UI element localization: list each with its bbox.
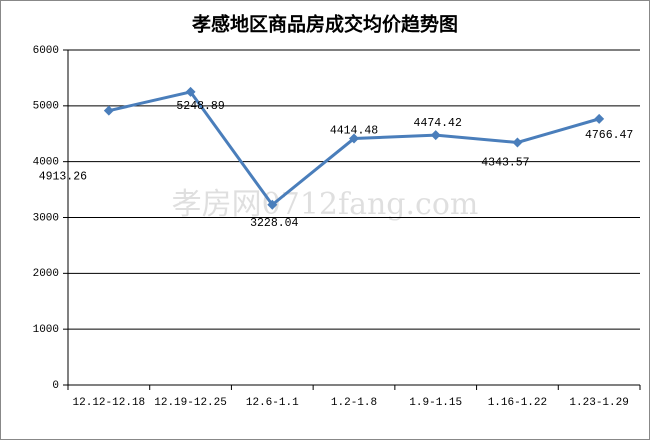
chart-title: 孝感地区商品房成交均价趋势图 bbox=[192, 13, 458, 36]
y-tick-label: 0 bbox=[52, 380, 59, 392]
marker bbox=[103, 105, 114, 116]
y-tick-label: 6000 bbox=[33, 45, 59, 57]
watermark: 孝房网0712fang.com bbox=[172, 187, 479, 222]
x-tick-label: 1.9-1.15 bbox=[409, 397, 462, 409]
value-label: 4766.47 bbox=[585, 129, 633, 142]
y-tick-label: 3000 bbox=[33, 212, 59, 224]
value-label: 4913.26 bbox=[39, 171, 87, 184]
marker bbox=[185, 86, 196, 97]
x-tick-label: 12.6-1.1 bbox=[246, 397, 299, 409]
value-label: 4474.42 bbox=[414, 117, 462, 130]
y-tick-label: 2000 bbox=[33, 268, 59, 280]
y-tick-label: 4000 bbox=[33, 157, 59, 169]
x-tick-label: 1.23-1.29 bbox=[569, 397, 628, 409]
y-tick-label: 5000 bbox=[33, 101, 59, 113]
y-tick-label: 1000 bbox=[33, 324, 59, 336]
marker bbox=[430, 130, 441, 141]
x-tick-label: 12.19-12.25 bbox=[154, 397, 227, 409]
marker bbox=[349, 133, 359, 144]
x-tick-label: 1.2-1.8 bbox=[331, 397, 377, 409]
value-label: 5248.89 bbox=[176, 100, 224, 113]
value-label: 4414.48 bbox=[330, 125, 378, 138]
value-label: 4343.57 bbox=[481, 157, 529, 170]
x-tick-label: 12.12-12.18 bbox=[73, 397, 146, 409]
marker bbox=[594, 113, 605, 124]
marker bbox=[512, 137, 523, 148]
value-label: 3228.04 bbox=[250, 217, 298, 230]
x-tick-label: 1.16-1.22 bbox=[488, 397, 547, 409]
marker bbox=[267, 199, 278, 210]
